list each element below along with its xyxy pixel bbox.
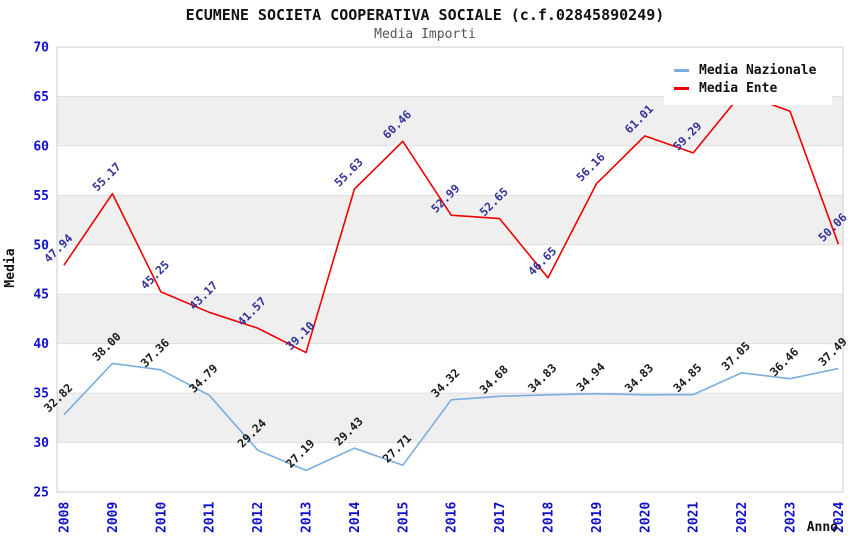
data-label: 55.17: [89, 160, 123, 194]
data-label: 34.94: [573, 360, 607, 394]
y-tick-label: 50: [33, 238, 49, 253]
y-tick-label: 60: [33, 139, 49, 154]
x-tick-label: 2008: [58, 502, 73, 533]
x-tick-label: 2017: [493, 502, 508, 533]
x-tick-label: 2009: [106, 502, 121, 533]
y-tick-label: 55: [33, 189, 49, 204]
y-tick-label: 65: [33, 90, 49, 105]
chart-subtitle: Media Importi: [374, 27, 476, 42]
data-label: 46.65: [525, 244, 559, 278]
data-label: 34.79: [186, 361, 220, 395]
x-tick-label: 2023: [784, 502, 799, 533]
x-tick-label: 2014: [348, 502, 363, 533]
legend-label-media-ente: Media Ente: [699, 80, 778, 96]
y-tick-label: 45: [33, 288, 49, 303]
y-tick-label: 40: [33, 337, 49, 352]
x-tick-label: 2012: [251, 502, 266, 533]
x-tick-label: 2020: [638, 502, 653, 533]
x-tick-label: 2016: [445, 502, 460, 533]
y-axis-label: Media: [3, 248, 18, 287]
data-label: 55.63: [331, 155, 365, 189]
x-tick-label: 2024: [832, 502, 847, 533]
x-tick-label: 2018: [542, 502, 557, 533]
data-label: 34.83: [525, 361, 559, 395]
series-line-media-ente: [63, 92, 840, 354]
data-label: 45.25: [138, 258, 172, 292]
legend-item-media-nazionale: Media Nazionale: [674, 62, 824, 78]
data-label: 34.85: [670, 361, 704, 395]
plot-border: [56, 46, 844, 493]
chart-title: ECUMENE SOCIETA COOPERATIVA SOCIALE (c.f…: [185, 6, 665, 24]
x-tick-label: 2011: [203, 502, 218, 533]
x-tick-label: 2013: [300, 502, 315, 533]
y-tick-label: 70: [33, 41, 49, 56]
data-label: 36.46: [767, 345, 801, 379]
legend: Media Nazionale Media Ente: [664, 53, 832, 105]
x-tick-label: 2010: [154, 502, 169, 533]
x-tick-label: 2019: [590, 502, 605, 533]
media-nazionale-line-swatch: [674, 68, 689, 72]
grid-band: [57, 294, 843, 344]
y-tick-label: 25: [33, 486, 49, 501]
y-tick-label: 30: [33, 436, 49, 451]
legend-label-media-nazionale: Media Nazionale: [699, 62, 817, 78]
x-axis-label: Anno: [807, 520, 838, 535]
legend-item-media-ente: Media Ente: [674, 80, 824, 96]
data-label: 34.83: [622, 361, 656, 395]
x-tick-label: 2021: [687, 502, 702, 533]
data-label: 34.68: [477, 362, 511, 396]
grid-band: [57, 195, 843, 245]
x-tick-label: 2015: [396, 502, 411, 533]
data-label: 56.16: [573, 150, 607, 184]
media-ente-line-swatch: [674, 86, 689, 90]
x-tick-label: 2022: [735, 502, 750, 533]
y-tick-label: 35: [33, 387, 49, 402]
series-line-media-nazionale: [63, 362, 839, 472]
